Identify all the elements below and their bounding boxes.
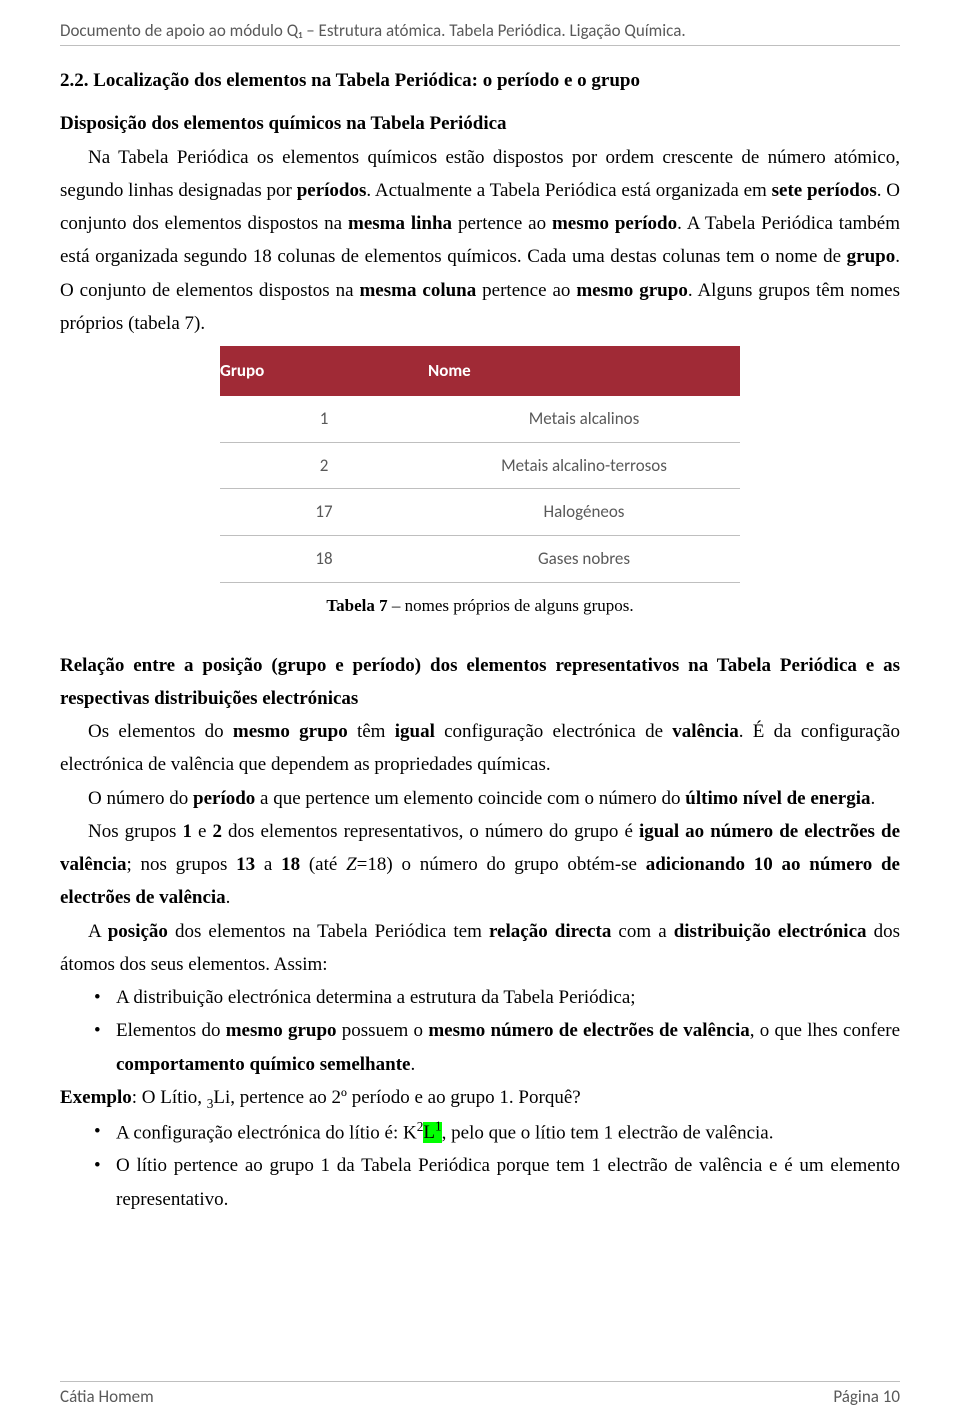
text: . (871, 788, 876, 809)
text: configuração electrónica de (435, 721, 672, 742)
text: a (255, 854, 281, 875)
bold: último nível de energia (685, 788, 870, 809)
text: têm (348, 721, 395, 742)
text: pertence ao (476, 280, 576, 301)
text: O número do (88, 788, 193, 809)
cell: 2 (220, 442, 428, 489)
text: Elementos do (116, 1020, 226, 1041)
text: L (423, 1122, 435, 1143)
section-number: 2.2. (60, 70, 89, 91)
text: Nos grupos (88, 821, 182, 842)
table-row: 17 Halogéneos (220, 489, 740, 536)
section-subtitle: Disposição dos elementos químicos na Tab… (60, 113, 507, 134)
document-page: Documento de apoio ao módulo Q₁ – Estrut… (0, 0, 960, 1421)
body: 2.2. Localização dos elementos na Tabela… (60, 64, 900, 1216)
footer-page: Página 10 (833, 1386, 900, 1407)
list-item: Elementos do mesmo grupo possuem o mesmo… (60, 1014, 900, 1081)
bold: mesmo número de electrões de valência (428, 1020, 749, 1041)
text: (até (300, 854, 346, 875)
example-bullets: A configuração electrónica do lítio é: K… (60, 1115, 900, 1216)
bold: valência (672, 721, 739, 742)
table-caption: Tabela 7 – nomes próprios de alguns grup… (60, 591, 900, 621)
bullet-list: A distribuição electrónica determina a e… (60, 981, 900, 1081)
bold: 13 (236, 854, 255, 875)
text: Li, pertence ao 2º período e ao grupo 1.… (213, 1087, 580, 1108)
footer-author: Cátia Homem (60, 1386, 154, 1407)
bold: 1 (182, 821, 192, 842)
bold: período (193, 788, 255, 809)
italic: Z (346, 854, 357, 875)
text: . Actualmente a Tabela Periódica está or… (366, 180, 771, 201)
text: A configuração electrónica do lítio é: K (116, 1122, 417, 1143)
text: ; nos grupos (127, 854, 237, 875)
table-row: 18 Gases nobres (220, 536, 740, 583)
bold: sete períodos (772, 180, 877, 201)
text: , o que lhes confere (750, 1020, 900, 1041)
text: Os elementos do (88, 721, 233, 742)
cell: 17 (220, 489, 428, 536)
bold: mesmo grupo (226, 1020, 337, 1041)
text: com a (611, 921, 673, 942)
col-header-nome: Nome (428, 346, 740, 396)
group-names-table: Grupo Nome 1 Metais alcalinos 2 Metais a… (220, 346, 740, 583)
example-label: Exemplo (60, 1087, 132, 1108)
bold: mesmo grupo (576, 280, 688, 301)
text: . (226, 887, 231, 908)
text: A (88, 921, 108, 942)
text: pertence ao (452, 213, 552, 234)
page-header: Documento de apoio ao módulo Q₁ – Estrut… (60, 20, 900, 46)
table-row: 2 Metais alcalino-terrosos (220, 442, 740, 489)
cell: Metais alcalinos (428, 396, 740, 442)
cell: Metais alcalino-terrosos (428, 442, 740, 489)
caption-text: – nomes próprios de alguns grupos. (388, 596, 634, 615)
cell: Gases nobres (428, 536, 740, 583)
text: e (192, 821, 213, 842)
bold: distribuição electrónica (674, 921, 867, 942)
text: . (410, 1054, 415, 1075)
bold: 18 (281, 854, 300, 875)
relation-heading: Relação entre a posição (grupo e período… (60, 655, 900, 709)
cell: 1 (220, 396, 428, 442)
text: =18) o número do grupo obtém-se (357, 854, 646, 875)
table-row: 1 Metais alcalinos (220, 396, 740, 442)
bold: mesma linha (348, 213, 452, 234)
caption-label: Tabela 7 (326, 596, 387, 615)
bold: 2 (213, 821, 223, 842)
cell: 18 (220, 536, 428, 583)
highlighted-text: L1 (423, 1122, 441, 1143)
text: dos elementos na Tabela Periódica tem (168, 921, 489, 942)
bold: mesmo período (552, 213, 677, 234)
list-item: A configuração electrónica do lítio é: K… (60, 1115, 900, 1150)
bold: mesmo grupo (233, 721, 348, 742)
bold: comportamento químico semelhante (116, 1054, 410, 1075)
page-footer: Cátia Homem Página 10 (60, 1381, 900, 1407)
list-item: O lítio pertence ao grupo 1 da Tabela Pe… (60, 1149, 900, 1216)
text: : O Lítio, (132, 1087, 207, 1108)
col-header-grupo: Grupo (220, 346, 428, 396)
bold: igual (395, 721, 435, 742)
superscript: 1 (435, 1119, 442, 1134)
bold: grupo (847, 246, 896, 267)
bold: mesma coluna (359, 280, 476, 301)
text: a que pertence um elemento coincide com … (255, 788, 685, 809)
text: A distribuição electrónica determina a e… (116, 987, 636, 1008)
text: , pelo que o lítio tem 1 electrão de val… (442, 1122, 774, 1143)
text: dos elementos representativos, o número … (222, 821, 639, 842)
text: O lítio pertence ao grupo 1 da Tabela Pe… (116, 1155, 900, 1209)
bold: relação directa (489, 921, 611, 942)
section-title: Localização dos elementos na Tabela Peri… (93, 70, 640, 91)
bold: períodos (297, 180, 367, 201)
list-item: A distribuição electrónica determina a e… (60, 981, 900, 1014)
bold: posição (108, 921, 168, 942)
text: possuem o (337, 1020, 429, 1041)
cell: Halogéneos (428, 489, 740, 536)
